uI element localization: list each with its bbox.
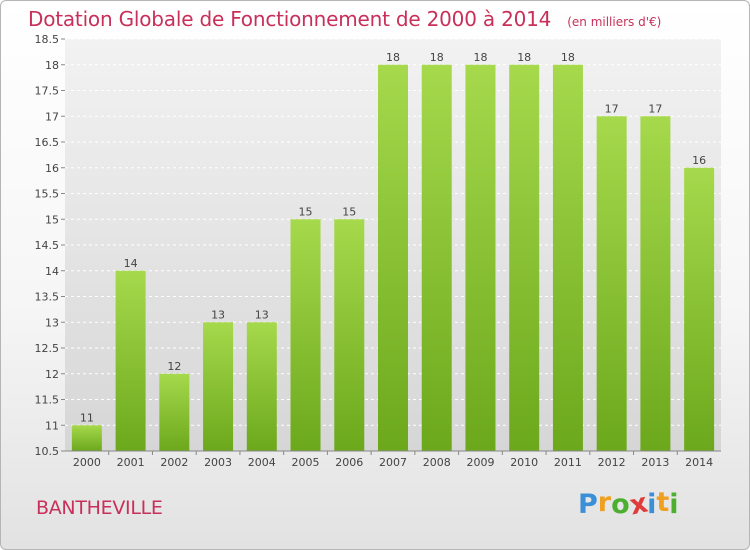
bar-value-label: 12 bbox=[167, 360, 181, 373]
bar-2004 bbox=[246, 322, 277, 451]
bar-value-label: 18 bbox=[517, 51, 531, 64]
title-row: Dotation Globale de Fonctionnement de 20… bbox=[28, 7, 661, 31]
y-axis-ticks: 10.5 11 11.5 12 12.5 13 13.5 14 14.5 15 15.5 16 16.5… bbox=[35, 33, 65, 458]
y-tick-label: 12.5 bbox=[35, 342, 60, 355]
bar-2014 bbox=[684, 167, 715, 451]
y-tick-label: 18 bbox=[45, 59, 59, 72]
bar-value-label: 15 bbox=[299, 205, 313, 218]
y-tick-label: 15.5 bbox=[35, 188, 60, 201]
logo-letter: o bbox=[611, 489, 630, 520]
bar-2002 bbox=[159, 373, 190, 451]
logo-letter: r bbox=[597, 487, 612, 518]
bar-value-label: 16 bbox=[692, 154, 706, 167]
x-tick-label: 2001 bbox=[117, 456, 145, 469]
x-tick-label: 2008 bbox=[423, 456, 451, 469]
x-tick-label: 2004 bbox=[248, 456, 276, 469]
y-tick-label: 17.5 bbox=[35, 85, 60, 98]
bar-2011 bbox=[552, 64, 583, 451]
x-tick-label: 2000 bbox=[73, 456, 101, 469]
y-tick-label: 15 bbox=[45, 213, 59, 226]
y-tick-label: 10.5 bbox=[35, 445, 60, 458]
logo-letter: t bbox=[656, 487, 670, 518]
bar-value-label: 18 bbox=[430, 51, 444, 64]
bar-value-label: 18 bbox=[473, 51, 487, 64]
y-tick-label: 11.5 bbox=[35, 394, 60, 407]
bar-value-label: 13 bbox=[211, 308, 225, 321]
bar-2001 bbox=[115, 270, 146, 451]
bar-value-label: 17 bbox=[605, 102, 619, 115]
bar-2009 bbox=[465, 64, 496, 451]
bar-2007 bbox=[378, 64, 408, 451]
x-tick-label: 2014 bbox=[685, 456, 713, 469]
y-tick-label: 11 bbox=[45, 419, 59, 432]
bar-2012 bbox=[596, 116, 627, 451]
y-tick-label: 17 bbox=[45, 110, 59, 123]
y-tick-label: 13.5 bbox=[35, 291, 60, 304]
bar-2010 bbox=[509, 64, 540, 451]
bar-value-label: 17 bbox=[648, 102, 662, 115]
y-tick-label: 18.5 bbox=[35, 33, 60, 46]
x-tick-label: 2010 bbox=[510, 456, 538, 469]
bar-2013 bbox=[640, 116, 671, 451]
bars: 11 14 12 13 13 15 15 18 18 18 18 18 17 17 16 bbox=[71, 51, 715, 451]
x-tick-label: 2003 bbox=[204, 456, 232, 469]
x-tick-label: 2005 bbox=[292, 456, 320, 469]
bar-2003 bbox=[203, 322, 234, 451]
x-tick-label: 2002 bbox=[160, 456, 188, 469]
bar-2000 bbox=[71, 425, 102, 451]
x-tick-label: 2007 bbox=[379, 456, 407, 469]
logo-letter: i bbox=[647, 489, 657, 520]
x-tick-label: 2011 bbox=[554, 456, 582, 469]
commune-name: BANTHEVILLE bbox=[36, 497, 163, 519]
x-tick-label: 2013 bbox=[641, 456, 669, 469]
chart-unit-note: (en milliers d'€) bbox=[567, 15, 662, 29]
y-tick-label: 13 bbox=[45, 316, 59, 329]
y-tick-label: 16.5 bbox=[35, 136, 60, 149]
bar-value-label: 11 bbox=[80, 411, 94, 424]
logo-letter: P bbox=[578, 489, 598, 520]
bar-2008 bbox=[421, 64, 452, 451]
y-tick-label: 16 bbox=[45, 162, 59, 175]
x-axis-ticks: 2000 2001 2002 2003 2004 2005 2006 2007 2008 2009… bbox=[65, 450, 721, 469]
y-tick-label: 12 bbox=[45, 368, 59, 381]
y-tick-label: 14 bbox=[45, 265, 59, 278]
bar-value-label: 18 bbox=[561, 51, 575, 64]
bar-value-label: 13 bbox=[255, 308, 269, 321]
x-tick-label: 2009 bbox=[466, 456, 494, 469]
bar-2006 bbox=[334, 219, 365, 451]
logo-letter: i bbox=[669, 489, 679, 520]
y-tick-label: 14.5 bbox=[35, 239, 60, 252]
x-tick-label: 2012 bbox=[598, 456, 626, 469]
bar-value-label: 18 bbox=[386, 51, 400, 64]
proxiti-logo: Proxiti bbox=[578, 487, 679, 521]
bar-value-label: 14 bbox=[124, 257, 138, 270]
x-tick-label: 2006 bbox=[335, 456, 363, 469]
chart-title: Dotation Globale de Fonctionnement de 20… bbox=[28, 7, 552, 31]
bar-value-label: 15 bbox=[342, 205, 356, 218]
bar-2005 bbox=[290, 219, 321, 451]
